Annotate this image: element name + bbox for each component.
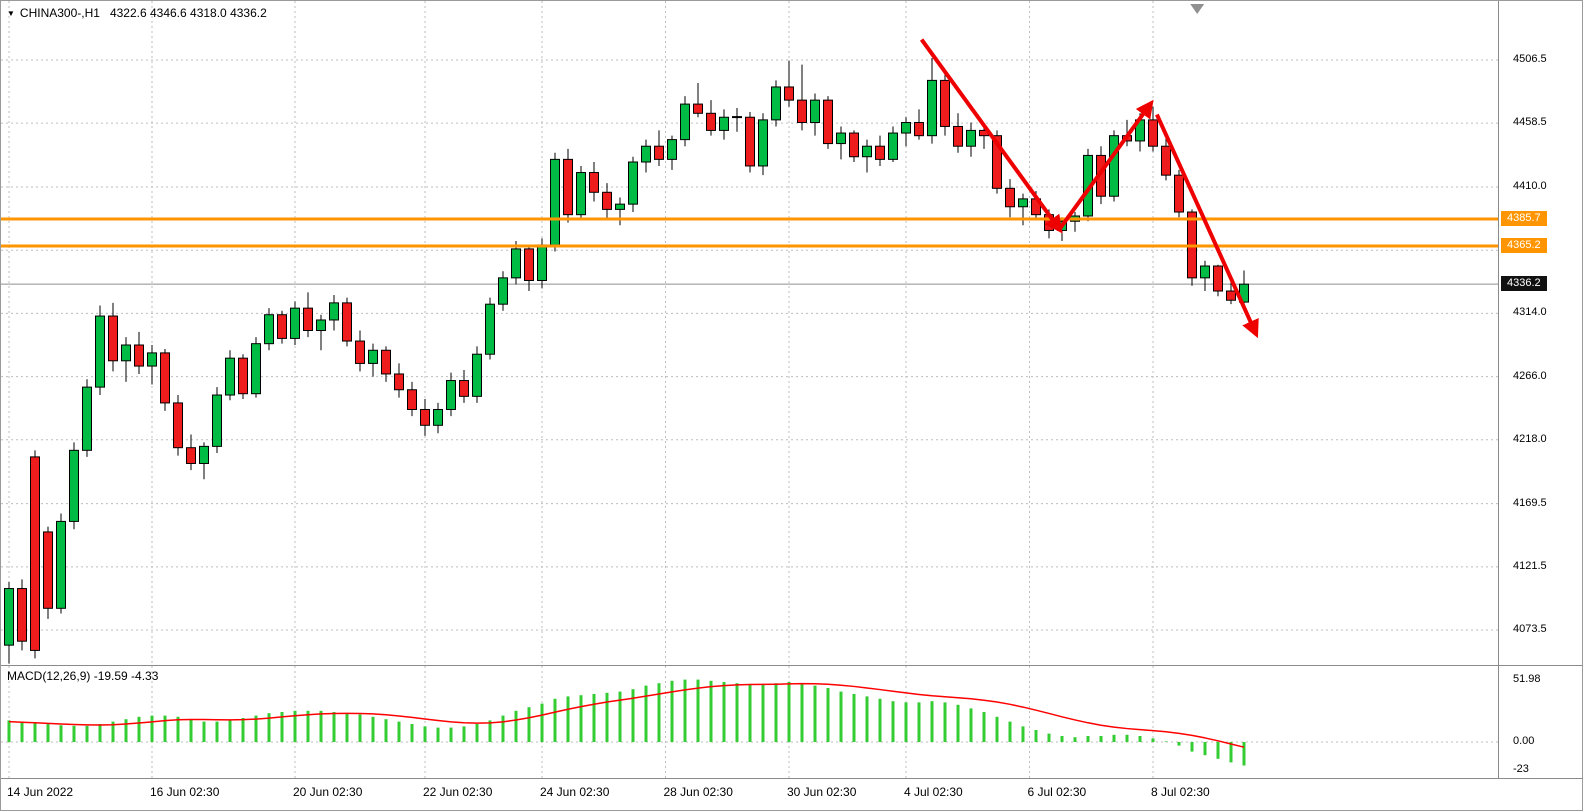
price-tick-label: 4218.0 xyxy=(1513,432,1547,445)
current-price-tag: 4336.2 xyxy=(1501,276,1547,292)
time-tick-label: 22 Jun 02:30 xyxy=(423,785,493,799)
trend-arrow[interactable] xyxy=(1057,99,1154,231)
macd-panel-canvas[interactable]: MACD(12,26,9) -19.59 -4.33 xyxy=(1,665,1498,778)
time-tick-label: 6 Jul 02:30 xyxy=(1027,785,1087,799)
price-tick-label: 4314.0 xyxy=(1513,306,1547,319)
grid-lines xyxy=(1,1,1498,664)
candlestick-series xyxy=(4,58,1249,664)
symbol-marker-icon: ▼ xyxy=(7,9,15,18)
price-tick-label: 4169.5 xyxy=(1513,496,1547,509)
time-tick-label: 8 Jul 02:30 xyxy=(1151,785,1210,799)
chart-shift-marker-icon[interactable] xyxy=(1190,4,1205,14)
price-tick-label: 4266.0 xyxy=(1513,369,1547,382)
price-tick-label: 4506.5 xyxy=(1513,52,1547,65)
price-tick-label: 4121.5 xyxy=(1513,559,1547,572)
macd-svg xyxy=(1,666,1498,778)
symbol-period-label: CHINA300-,H1 xyxy=(19,6,100,20)
macd-indicator-label: MACD(12,26,9) -19.59 -4.33 xyxy=(7,669,159,683)
ohlc-readout: 4322.6 4346.6 4318.0 4336.2 xyxy=(109,6,267,20)
time-tick-label: 4 Jul 02:30 xyxy=(904,785,963,799)
time-tick-label: 24 Jun 02:30 xyxy=(540,785,610,799)
price-axis[interactable]: 4506.5 4458.5 4410.0 4314.0 4266.0 4218.0 4169… xyxy=(1498,1,1582,665)
macd-histogram xyxy=(7,679,1246,766)
time-tick-label: 30 Jun 02:30 xyxy=(787,785,857,799)
price-line-tag[interactable]: 4365.2 xyxy=(1501,237,1547,253)
price-tick-label: 4073.5 xyxy=(1513,623,1547,635)
trend-arrow[interactable] xyxy=(919,38,1063,234)
time-tick-label: 20 Jun 02:30 xyxy=(293,785,363,799)
price-tick-label: 4410.0 xyxy=(1513,180,1547,193)
macd-signal-line xyxy=(8,682,1245,748)
price-line-tag[interactable]: 4385.7 xyxy=(1501,211,1547,226)
price-chart-canvas[interactable]: ▼ CHINA300-,H1 4322.6 4346.6 4318.0 4336.2 xyxy=(1,1,1498,664)
price-tick-label: 4458.5 xyxy=(1513,116,1547,129)
macd-axis[interactable]: 51.98 0.00 -23 xyxy=(1498,665,1582,778)
time-tick-label: 14 Jun 2022 xyxy=(7,785,74,799)
macd-tick-label: 0.00 xyxy=(1513,735,1535,747)
time-tick-label: 28 Jun 02:30 xyxy=(663,785,733,799)
macd-tick-label: 51.98 xyxy=(1513,672,1541,685)
macd-tick-label: -23 xyxy=(1513,762,1529,775)
chart-title-ohlc: ▼ CHINA300-,H1 4322.6 4346.6 4318.0 4336.2 xyxy=(7,6,267,20)
trend-arrow[interactable] xyxy=(1155,113,1259,339)
time-tick-label: 16 Jun 02:30 xyxy=(150,785,220,799)
time-axis[interactable]: 14 Jun 2022 16 Jun 02:30 20 Jun 02:30 22 Ju… xyxy=(1,778,1582,810)
price-chart-svg xyxy=(1,1,1498,664)
